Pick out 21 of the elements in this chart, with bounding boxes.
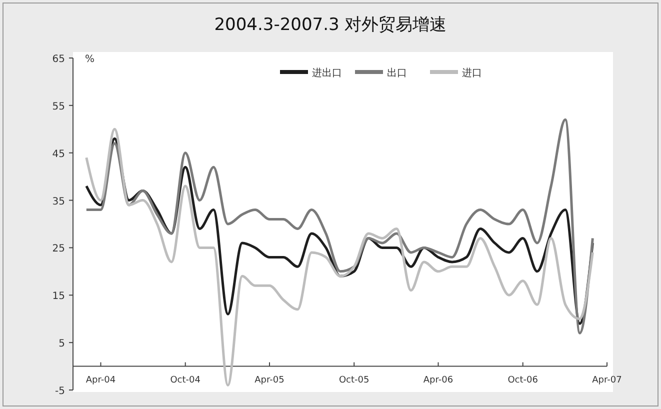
y-tick-label: 35: [52, 196, 65, 208]
y-axis-title: %: [85, 54, 95, 65]
line-series: [85, 128, 594, 387]
chart-title: 2004.3-2007.3 对外贸易增速: [214, 15, 447, 35]
x-tick-label: Apr-05: [254, 375, 284, 386]
legend-label: 进口: [462, 67, 482, 79]
y-tick-label: 5: [58, 338, 65, 350]
y-tick-label: 15: [52, 291, 65, 302]
x-tick-label: Oct-05: [338, 375, 370, 386]
legend-label: 出口: [387, 67, 407, 79]
x-tick-label: Apr-06: [423, 375, 454, 386]
x-tick-label: Oct-04: [170, 375, 201, 386]
y-tick-label: 55: [52, 101, 65, 112]
y-tick-label: 45: [52, 148, 65, 160]
y-tick-label: 25: [52, 244, 65, 255]
y-tick-label: -5: [55, 386, 65, 397]
x-tick-label: Oct-06: [508, 375, 538, 386]
y-tick-label: 65: [52, 54, 65, 65]
x-tick-label: Apr-07: [592, 375, 622, 386]
x-tick-label: Apr-04: [86, 375, 116, 386]
legend-label: 进出口: [312, 67, 342, 79]
